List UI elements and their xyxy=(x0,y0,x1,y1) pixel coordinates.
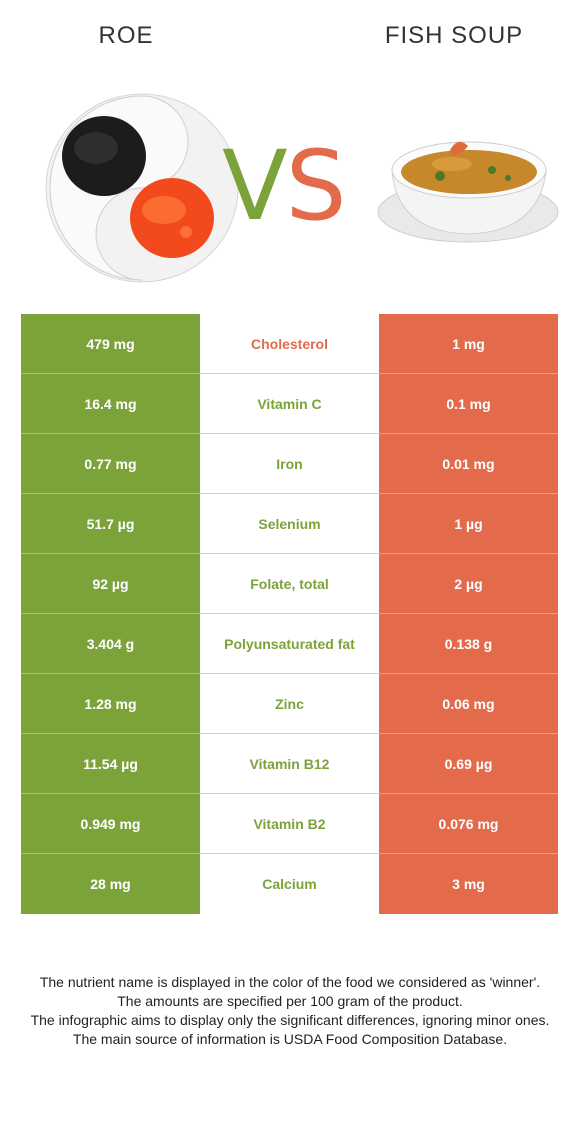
left-value: 479 mg xyxy=(21,314,200,374)
table-row: 16.4 mg Vitamin C 0.1 mg xyxy=(21,374,558,434)
table-row: 1.28 mg Zinc 0.06 mg xyxy=(21,674,558,734)
right-value: 3 mg xyxy=(379,854,558,914)
left-value: 0.949 mg xyxy=(21,794,200,854)
left-value: 1.28 mg xyxy=(21,674,200,734)
left-value: 0.77 mg xyxy=(21,434,200,494)
nutrient-name: Selenium xyxy=(200,494,379,554)
table-row: 28 mg Calcium 3 mg xyxy=(21,854,558,914)
right-value: 0.138 g xyxy=(379,614,558,674)
table-row: 51.7 µg Selenium 1 µg xyxy=(21,494,558,554)
versus-label: VS xyxy=(222,130,347,242)
table-row: 92 µg Folate, total 2 µg xyxy=(21,554,558,614)
left-value: 11.54 µg xyxy=(21,734,200,794)
right-value: 2 µg xyxy=(379,554,558,614)
right-value: 0.076 mg xyxy=(379,794,558,854)
right-value: 1 mg xyxy=(379,314,558,374)
table-row: 11.54 µg Vitamin B12 0.69 µg xyxy=(21,734,558,794)
hero-illustration xyxy=(45,93,559,283)
table-row: 479 mg Cholesterol 1 mg xyxy=(21,314,558,374)
nutrient-name: Cholesterol xyxy=(200,314,379,374)
footnote: The main source of information is USDA F… xyxy=(72,1031,508,1047)
footnote: The amounts are specified per 100 gram o… xyxy=(117,993,463,1009)
left-value: 16.4 mg xyxy=(21,374,200,434)
roe-plate-image xyxy=(45,93,239,283)
left-value: 51.7 µg xyxy=(21,494,200,554)
right-value: 0.69 µg xyxy=(379,734,558,794)
footnote: The infographic aims to display only the… xyxy=(30,1012,550,1028)
nutrient-name: Folate, total xyxy=(200,554,379,614)
table-row: 3.404 g Polyunsaturated fat 0.138 g xyxy=(21,614,558,674)
nutrient-name: Vitamin B12 xyxy=(200,734,379,794)
nutrient-name: Polyunsaturated fat xyxy=(200,614,379,674)
nutrient-name: Iron xyxy=(200,434,379,494)
nutrient-name: Vitamin B2 xyxy=(200,794,379,854)
fish-soup-image xyxy=(377,141,559,243)
left-value: 92 µg xyxy=(21,554,200,614)
nutrient-name: Vitamin C xyxy=(200,374,379,434)
nutrient-name: Calcium xyxy=(200,854,379,914)
nutrient-name: Zinc xyxy=(200,674,379,734)
footnote: The nutrient name is displayed in the co… xyxy=(39,974,541,990)
right-value: 1 µg xyxy=(379,494,558,554)
left-value: 28 mg xyxy=(21,854,200,914)
right-value: 0.01 mg xyxy=(379,434,558,494)
left-food-title: ROE xyxy=(98,22,154,49)
table-row: 0.77 mg Iron 0.01 mg xyxy=(21,434,558,494)
right-food-title: FISH SOUP xyxy=(384,22,524,49)
right-value: 0.06 mg xyxy=(379,674,558,734)
comparison-table: 479 mg Cholesterol 1 mg 16.4 mg Vitamin C 0.1… xyxy=(21,314,558,914)
table-row: 0.949 mg Vitamin B2 0.076 mg xyxy=(21,794,558,854)
footnotes: The nutrient name is displayed in the co… xyxy=(14,973,566,1049)
right-value: 0.1 mg xyxy=(379,374,558,434)
left-value: 3.404 g xyxy=(21,614,200,674)
